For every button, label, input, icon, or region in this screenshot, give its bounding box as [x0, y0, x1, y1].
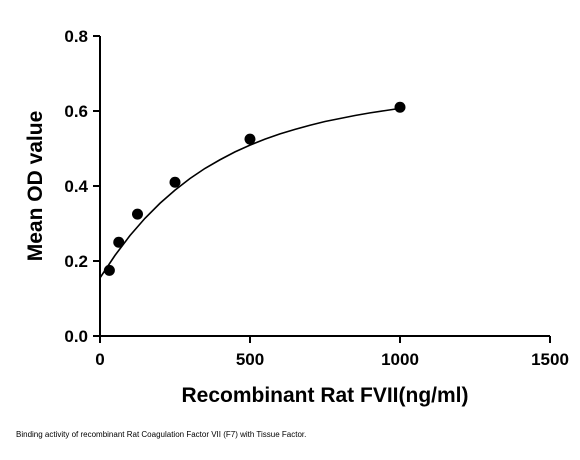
y-axis-title: Mean OD value [24, 111, 47, 262]
figure-caption: Binding activity of recombinant Rat Coag… [16, 430, 307, 439]
axes [99, 36, 550, 337]
data-points [103, 101, 406, 276]
x-tick-label: 1500 [531, 350, 569, 369]
y-tick-label: 0.0 [64, 327, 88, 346]
x-tick-label: 500 [236, 350, 264, 369]
data-point [113, 236, 125, 248]
y-tick-label: 0.2 [64, 252, 88, 271]
data-point [394, 101, 406, 113]
x-ticks: 0 500 1000 1500 [95, 336, 569, 369]
y-tick-label: 0.8 [64, 27, 88, 46]
y-tick-label: 0.4 [64, 177, 88, 196]
y-ticks: 0.0 0.2 0.4 0.6 0.8 [64, 27, 100, 346]
data-point [244, 133, 256, 145]
x-axis-title: Recombinant Rat FVII(ng/ml) [181, 384, 468, 407]
x-tick-label: 1000 [381, 350, 419, 369]
fit-curve [99, 107, 401, 279]
y-tick-label: 0.6 [64, 102, 88, 121]
data-point [169, 176, 181, 188]
data-point [103, 264, 115, 276]
x-tick-label: 0 [95, 350, 104, 369]
data-point [132, 208, 143, 220]
